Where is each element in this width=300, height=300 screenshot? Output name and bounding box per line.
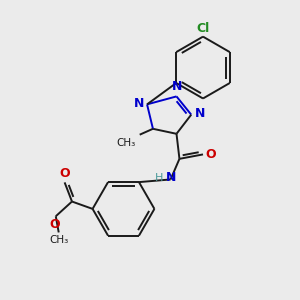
Text: O: O (206, 148, 216, 161)
Text: CH₃: CH₃ (117, 138, 136, 148)
Text: O: O (59, 167, 70, 180)
Text: H: H (155, 173, 163, 183)
Text: N: N (165, 172, 176, 184)
Text: CH₃: CH₃ (49, 235, 68, 245)
Text: Cl: Cl (196, 22, 210, 35)
Text: N: N (172, 80, 182, 93)
Text: O: O (49, 218, 60, 231)
Text: N: N (195, 107, 206, 120)
Text: N: N (134, 97, 145, 110)
